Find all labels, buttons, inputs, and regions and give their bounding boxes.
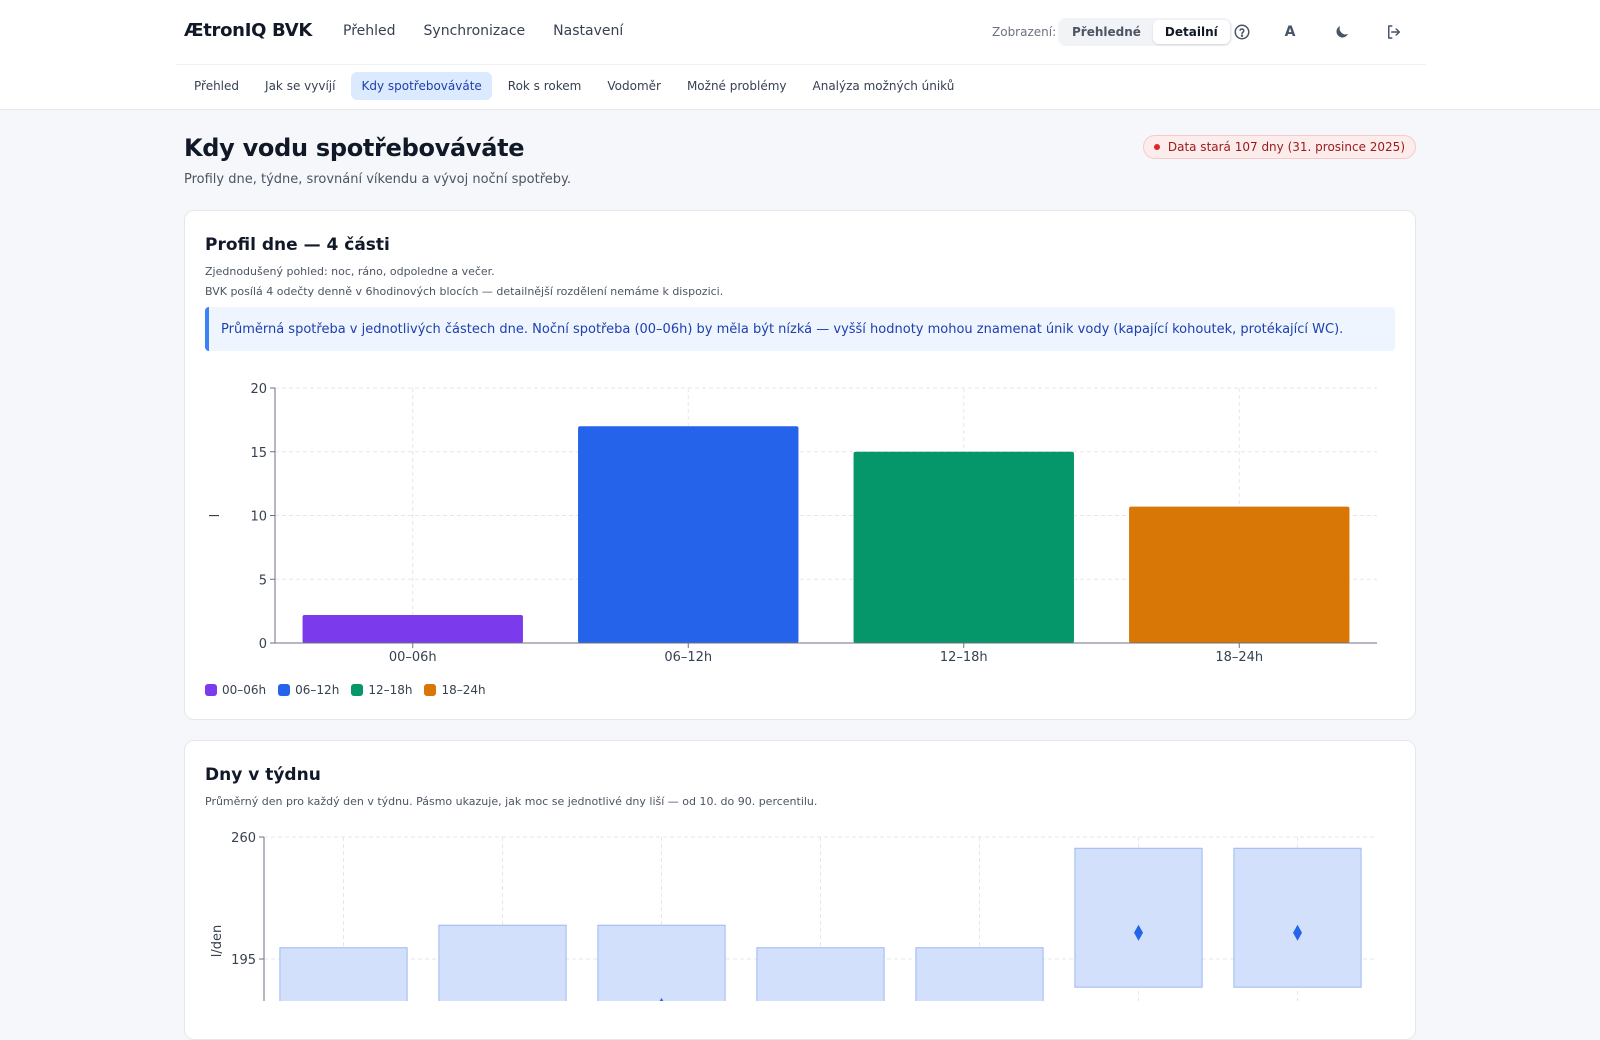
week-profile-desc: Průměrný den pro každý den v týdnu. Pásm… (205, 795, 818, 808)
y-tick-label: 195 (231, 953, 256, 968)
view-mode-toggle: Přehledné Detailní (1058, 18, 1232, 46)
legend-item[interactable]: 06–12h (278, 683, 339, 697)
day-profile-desc-detail: BVK posílá 4 odečty denně v 6hodinových … (205, 285, 724, 298)
day-profile-info-text: Průměrná spotřeba v jednotlivých částech… (221, 321, 1344, 337)
week-profile-chart: 130195260l/den (210, 831, 1377, 1001)
legend-swatch (278, 684, 291, 696)
page-subtitle: Profily dne, týdne, srovnání víkendu a v… (184, 172, 572, 187)
logout-icon[interactable] (1380, 18, 1408, 46)
legend-label: 06–12h (295, 683, 340, 697)
day-profile-chart: 0 5 10 15 20 00–06h 06–12h 12–18h 18–24h l (208, 382, 1377, 661)
y-axis-label: l/den (210, 925, 225, 957)
legend-label: 00–06h (222, 683, 267, 697)
x-tick-label: 06–12h (664, 650, 712, 661)
brand-logo[interactable]: ÆtronIQ BVK (184, 20, 313, 41)
sub-nav: Přehled Jak se vyvíjí Kdy spotřebováváte… (184, 72, 964, 100)
day-profile-info-box: Průměrná spotřeba v jednotlivých částech… (205, 307, 1395, 351)
percentile-band (1233, 847, 1362, 988)
percentile-band (756, 947, 885, 1001)
bar (302, 614, 523, 643)
x-tick-label: 00–06h (389, 650, 437, 661)
subnav-item-vyvoj[interactable]: Jak se vyvíjí (265, 79, 336, 93)
percentile-band (279, 947, 408, 1001)
percentile-band (438, 924, 567, 1001)
day-profile-card: Profil dne — 4 části Zjednodušený pohled… (184, 210, 1416, 720)
y-tick-label: 5 (259, 573, 267, 588)
legend-label: 18–24h (441, 683, 486, 697)
subnav-item-vodomer[interactable]: Vodoměr (607, 79, 661, 93)
percentile-band (1074, 847, 1203, 988)
y-axis-label: l (208, 514, 223, 518)
day-profile-title: Profil dne — 4 části (205, 235, 390, 255)
header-divider (176, 64, 1426, 65)
subnav-item-mozne-problemy[interactable]: Možné problémy (686, 79, 787, 93)
moon-icon[interactable] (1328, 18, 1356, 46)
y-tick-label: 10 (250, 510, 267, 525)
page-title: Kdy vodu spotřebováváte (184, 134, 525, 162)
subnav-item-prehled[interactable]: Přehled (194, 79, 240, 93)
x-tick-label: 12–18h (940, 650, 988, 661)
subnav-item-rok-s-rokem[interactable]: Rok s rokem (507, 79, 582, 93)
y-tick-label: 0 (259, 637, 267, 652)
legend-label: 12–18h (368, 683, 413, 697)
y-tick-label: 15 (250, 446, 267, 461)
nav-item-prehled[interactable]: Přehled (343, 23, 396, 39)
legend-item[interactable]: 18–24h (424, 683, 486, 697)
main-nav: Přehled Synchronizace Nastavení (343, 23, 623, 39)
top-header: ÆtronIQ BVK Přehled Synchronizace Nastav… (0, 0, 1600, 110)
legend-swatch (351, 684, 364, 696)
nav-item-nastaveni[interactable]: Nastavení (553, 23, 624, 39)
legend-swatch (205, 684, 217, 696)
bar (1129, 506, 1350, 643)
mean-marker (1134, 924, 1143, 941)
percentile-band (915, 947, 1044, 1001)
y-tick-label: 260 (231, 831, 256, 846)
view-mode-detail[interactable]: Detailní (1152, 20, 1230, 44)
stale-data-badge: Data stará 107 dny (31. prosince 2025) (1142, 135, 1416, 159)
view-mode-overview[interactable]: Přehledné (1072, 25, 1141, 39)
subnav-item-kdy-spotrebovavate[interactable]: Kdy spotřebováváte (351, 72, 492, 100)
bar (578, 426, 799, 643)
nav-item-synchronizace[interactable]: Synchronizace (423, 23, 526, 39)
stale-data-text: Data stará 107 dny (31. prosince 2025) (1167, 140, 1405, 154)
legend-swatch (424, 684, 437, 696)
day-profile-legend: 00–06h 06–12h 12–18h 18–24h (205, 683, 486, 697)
legend-item[interactable]: 12–18h (351, 683, 412, 697)
percentile-band (597, 924, 726, 1001)
x-tick-label: 18–24h (1215, 650, 1263, 661)
day-profile-desc: Zjednodušený pohled: noc, ráno, odpoledn… (205, 265, 495, 278)
legend-item[interactable]: 00–06h (205, 683, 266, 697)
mean-marker (1293, 924, 1302, 941)
view-mode-label: Zobrazení: (992, 25, 1057, 39)
week-profile-title: Dny v týdnu (205, 765, 321, 785)
bar (853, 451, 1074, 643)
font-size-icon[interactable]: A (1284, 24, 1296, 40)
status-dot-icon (1153, 144, 1160, 150)
y-tick-label: 20 (250, 382, 267, 397)
help-circle-icon[interactable] (1228, 18, 1256, 46)
week-profile-card: Dny v týdnu Průměrný den pro každý den v… (184, 740, 1416, 1040)
subnav-item-analyza-uniku[interactable]: Analýza možných úniků (812, 79, 955, 93)
